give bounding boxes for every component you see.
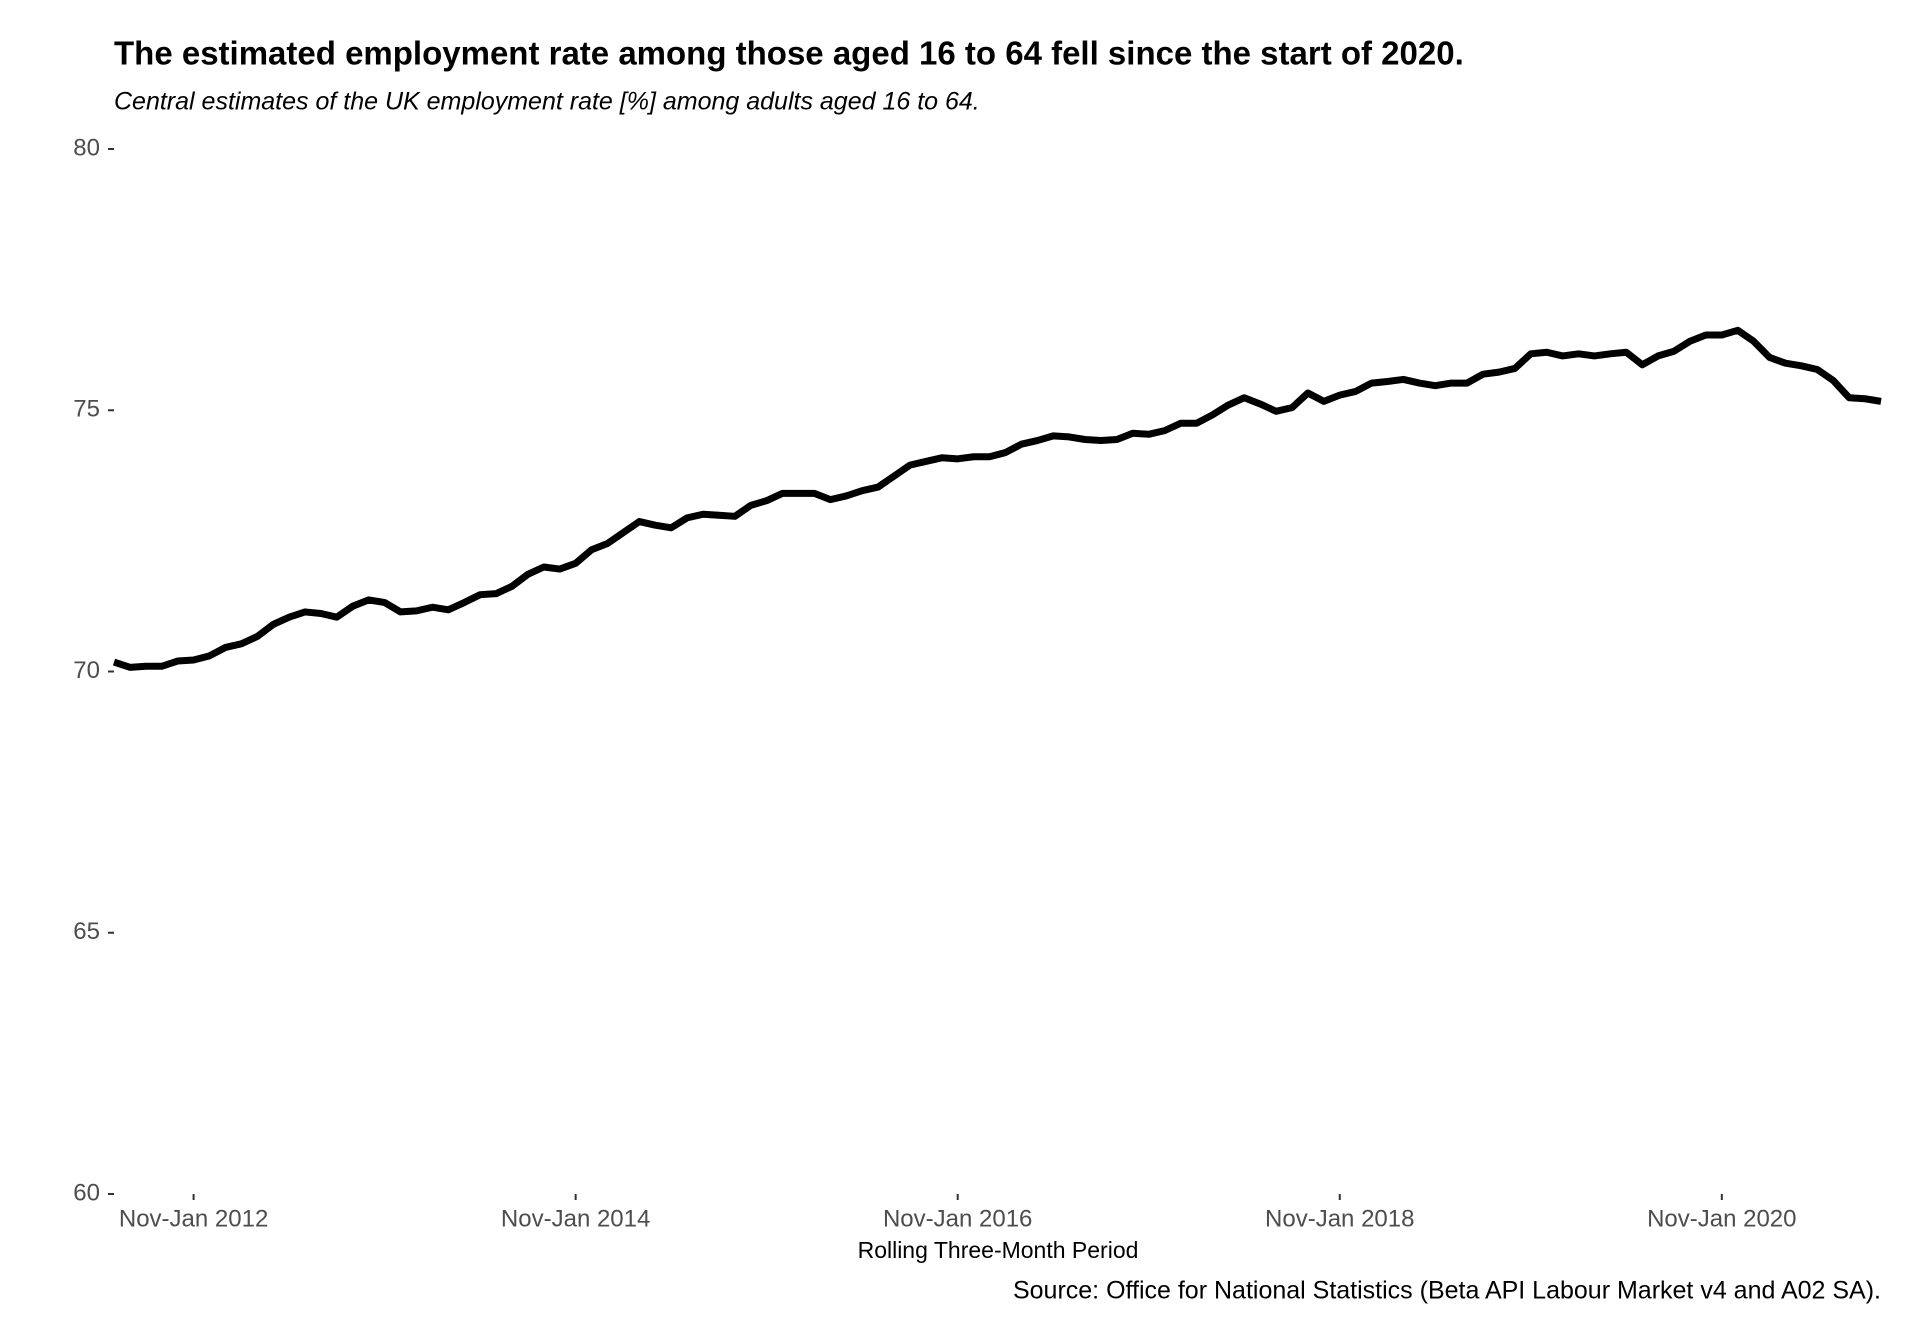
y-tick-label: 65 [73,918,100,945]
y-tick-label: 75 [73,396,100,423]
y-tick-label: 80 [73,134,100,161]
x-tick-label: Nov-Jan 2012 [119,1205,268,1232]
chart-subtitle: Central estimates of the UK employment r… [114,88,980,116]
x-tick-label: Nov-Jan 2014 [501,1205,650,1232]
x-axis-title: Rolling Three-Month Period [858,1237,1139,1263]
source-note: Source: Office for National Statistics (… [1013,1277,1881,1305]
y-tick-label: 60 [73,1179,100,1206]
data-line [112,326,1882,671]
y-tick-label: 70 [73,657,100,684]
x-tick-label: Nov-Jan 2020 [1647,1205,1796,1232]
chart-title: The estimated employment rate among thos… [114,35,1464,72]
x-tick-label: Nov-Jan 2016 [883,1205,1032,1232]
x-tick-label: Nov-Jan 2018 [1265,1205,1414,1232]
